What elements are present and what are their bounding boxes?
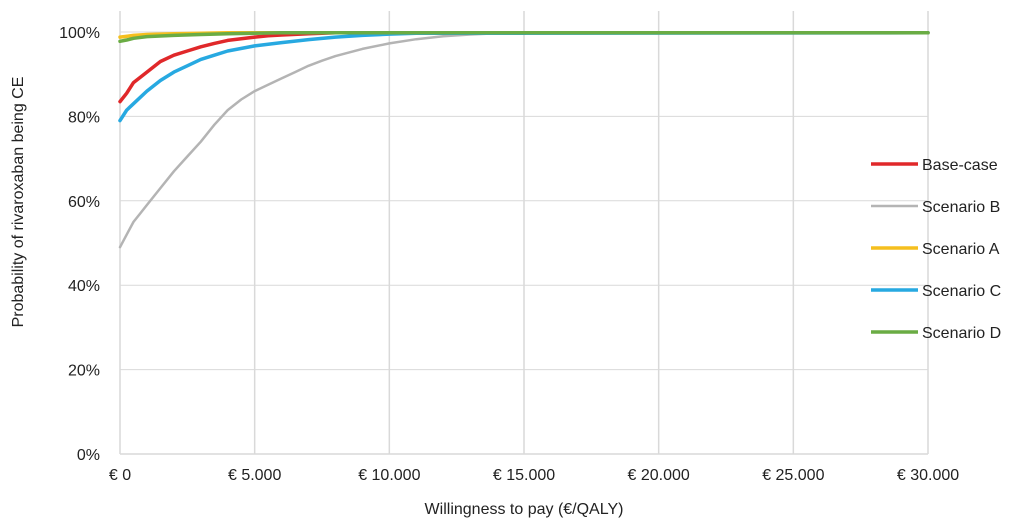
x-tick-label: € 30.000 [897,467,959,484]
legend: Base-case Scenario B Scenario A Scenario C S… [871,157,1001,342]
grid [119,11,929,454]
x-tick-label: € 10.000 [358,467,420,484]
y-tick-label: 0% [77,447,100,464]
series-line-scenario-c [118,31,930,123]
x-tick-label: € 25.000 [762,467,824,484]
y-tick-label: 20% [68,363,100,380]
y-tick-label: 60% [68,194,100,211]
y-tick-label: 100% [59,25,100,42]
legend-label: Scenario B [922,199,1000,216]
axes: 0% 20% 40% 60% 80% 100% € 0 € 5.000 € 10.000 € 15… [59,25,959,484]
legend-label: Scenario D [922,325,1001,342]
series-line-scenario-b [118,31,930,249]
x-tick-label: € 5.000 [228,467,281,484]
x-tick-label: € 0 [109,467,131,484]
x-axis-title: Willingness to pay (€/QALY) [425,501,624,518]
y-axis-title: Probability of rivaroxaban being CE [10,77,27,328]
x-tick-label: € 20.000 [628,467,690,484]
legend-label: Scenario A [922,241,1000,258]
y-tick-label: 80% [68,109,100,126]
legend-label: Base-case [922,157,998,174]
legend-label: Scenario C [922,283,1001,300]
series-line-scenario-d [118,31,930,44]
y-tick-label: 40% [68,278,100,295]
x-tick-label: € 15.000 [493,467,555,484]
series-line-base-case [118,31,930,104]
series-lines [118,31,930,249]
